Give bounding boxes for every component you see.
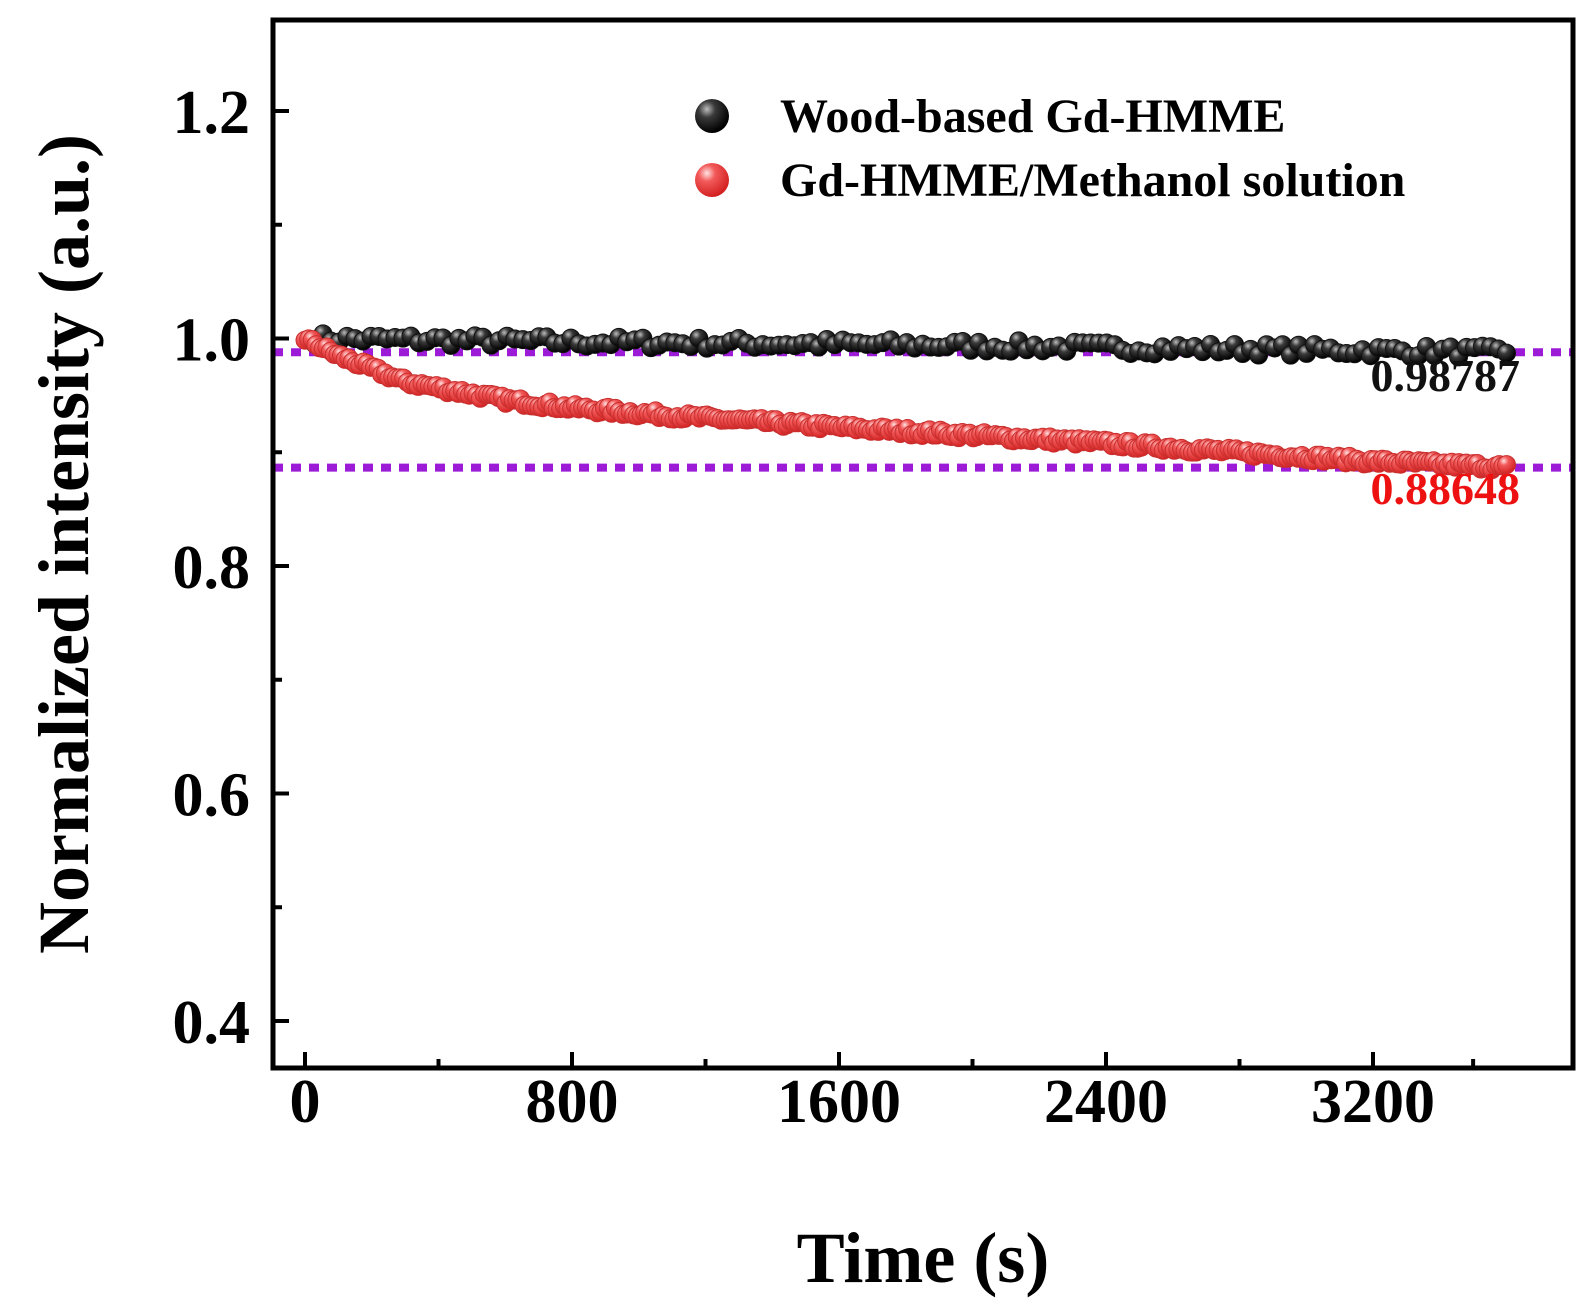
y-axis: 0.4 0.6 0.8 1.0 1.2 bbox=[173, 79, 289, 1057]
x-axis: 0 800 1600 2400 3200 bbox=[290, 1052, 1476, 1136]
x-tick-label: 2400 bbox=[1044, 1068, 1168, 1136]
x-tick-label: 0 bbox=[290, 1068, 321, 1136]
y-tick-label: 0.8 bbox=[173, 534, 251, 602]
legend-marker bbox=[695, 99, 729, 133]
x-tick-label: 1600 bbox=[777, 1068, 901, 1136]
legend-label: Wood-based Gd-HMME bbox=[780, 90, 1285, 143]
y-tick-label: 1.0 bbox=[173, 307, 251, 375]
x-tick-label: 3200 bbox=[1311, 1068, 1435, 1136]
reference-value-label: 0.98787 bbox=[1371, 350, 1521, 401]
y-tick-label: 0.4 bbox=[173, 989, 251, 1057]
y-axis-title: Normalized intensity (a.u.) bbox=[24, 134, 104, 954]
series-methanol-solution bbox=[295, 329, 1516, 480]
data-point bbox=[1497, 343, 1516, 363]
series-wood-based bbox=[305, 324, 1516, 367]
reference-value-label: 0.88648 bbox=[1371, 463, 1521, 514]
legend-label: Gd-HMME/Methanol solution bbox=[780, 154, 1405, 207]
plot-frame bbox=[270, 17, 1576, 1071]
y-tick-label: 1.2 bbox=[173, 79, 251, 147]
data-point bbox=[1497, 455, 1516, 475]
x-axis-title: Time (s) bbox=[797, 1218, 1050, 1298]
legend: Wood-based Gd-HMME Gd-HMME/Methanol solut… bbox=[695, 90, 1405, 207]
annotations: 0.98787 0.88648 bbox=[1371, 350, 1521, 514]
data-series bbox=[295, 324, 1516, 480]
y-tick-label: 0.6 bbox=[173, 762, 251, 830]
x-tick-label: 800 bbox=[526, 1068, 619, 1136]
legend-marker bbox=[695, 163, 729, 197]
